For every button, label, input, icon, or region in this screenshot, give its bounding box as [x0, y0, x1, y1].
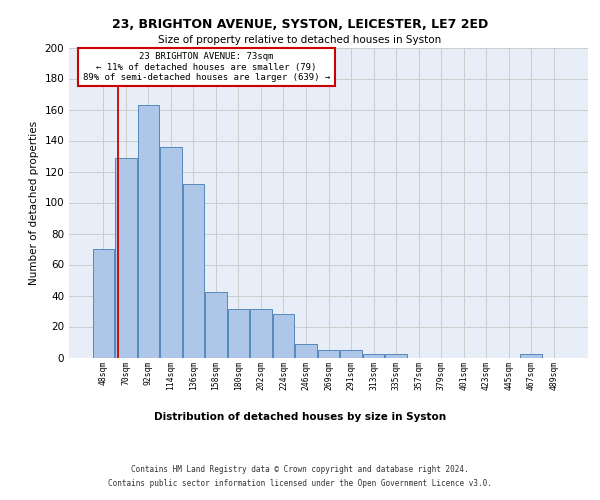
Bar — [137, 105, 159, 358]
Text: Distribution of detached houses by size in Syston: Distribution of detached houses by size … — [154, 412, 446, 422]
Bar — [92, 249, 114, 358]
Text: Contains HM Land Registry data © Crown copyright and database right 2024.
Contai: Contains HM Land Registry data © Crown c… — [108, 466, 492, 487]
Bar — [363, 354, 384, 358]
Bar — [273, 314, 294, 358]
Bar — [385, 354, 407, 358]
Bar — [318, 350, 339, 358]
Bar — [182, 184, 204, 358]
Bar — [115, 158, 137, 358]
Text: Size of property relative to detached houses in Syston: Size of property relative to detached ho… — [158, 35, 442, 45]
Bar — [250, 310, 272, 358]
Bar — [228, 310, 249, 358]
Bar — [205, 292, 227, 358]
Bar — [295, 344, 317, 357]
Bar — [160, 146, 182, 358]
Text: 23 BRIGHTON AVENUE: 73sqm
← 11% of detached houses are smaller (79)
89% of semi-: 23 BRIGHTON AVENUE: 73sqm ← 11% of detac… — [83, 52, 330, 82]
Text: 23, BRIGHTON AVENUE, SYSTON, LEICESTER, LE7 2ED: 23, BRIGHTON AVENUE, SYSTON, LEICESTER, … — [112, 18, 488, 30]
Bar — [340, 350, 362, 358]
Y-axis label: Number of detached properties: Number of detached properties — [29, 120, 39, 284]
Bar — [520, 354, 542, 358]
